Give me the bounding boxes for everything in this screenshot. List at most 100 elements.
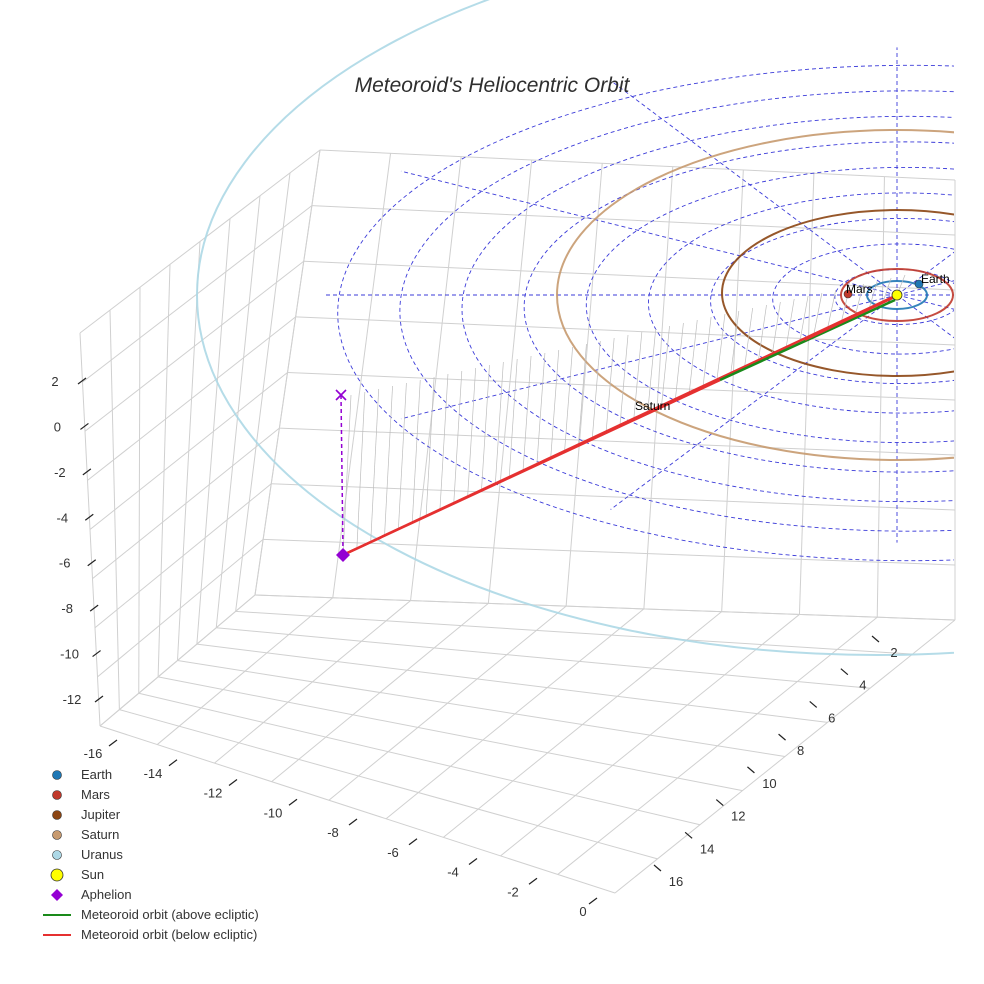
legend-symbol-icon xyxy=(38,905,76,925)
dropline xyxy=(702,316,712,387)
x-tick-label: 0 xyxy=(579,904,586,919)
legend-item-uranus: Uranus xyxy=(38,845,259,865)
z-tick-mark xyxy=(84,513,94,521)
orbit-mars xyxy=(840,268,954,322)
y-tick-mark xyxy=(653,864,662,872)
legend-symbol-icon xyxy=(38,925,76,945)
floor-grid-line-y xyxy=(614,619,956,894)
y-tick-label: 6 xyxy=(828,710,835,725)
planet-label-earth: Earth xyxy=(921,272,950,286)
ecliptic-grid-ring xyxy=(523,141,954,473)
dropline xyxy=(716,313,726,380)
floor-grid-line-x xyxy=(158,676,743,792)
meteoroid-orbit-above xyxy=(719,298,896,382)
ecliptic-grid-ring xyxy=(834,269,954,325)
legend: Earth Mars Jupiter Saturn Uranus Sun Aphelion M… xyxy=(38,765,259,945)
y-tick-label: 10 xyxy=(762,776,776,791)
legend-symbol-icon xyxy=(38,845,76,865)
floor-grid-line-y xyxy=(443,611,722,838)
ecliptic-grid-spoke xyxy=(400,294,898,420)
legend-item-earth: Earth xyxy=(38,765,259,785)
legend-label: Mars xyxy=(81,787,110,802)
dropline xyxy=(481,364,490,491)
ecliptic-grid-ring xyxy=(648,192,954,414)
legend-symbol-icon xyxy=(38,805,76,825)
z-tick-mark xyxy=(94,695,104,703)
left-wall-vertical xyxy=(109,310,120,710)
left-wall-vertical xyxy=(79,332,101,727)
dropline xyxy=(591,340,601,439)
legend-item-aphelion: Aphelion xyxy=(38,885,259,905)
dropline xyxy=(605,337,615,432)
legend-item-sun: Sun xyxy=(38,865,259,885)
meteoroid-orbit-below-outbound xyxy=(344,378,721,556)
meteoroid-orbit-below-near-sun xyxy=(804,297,894,341)
left-wall-vertical xyxy=(177,241,201,661)
y-tick-mark xyxy=(871,635,880,643)
ecliptic-grid-spoke xyxy=(896,251,954,296)
back-wall-horizontal xyxy=(271,483,956,511)
dropline xyxy=(744,307,753,367)
axis-ticks: -16 -14 -12 -10 -8 -6 -4 -2 0 2 4 6 8 10 12 14 16 2 0 -2 -4 -… xyxy=(51,374,897,919)
planet-label-saturn: Saturn xyxy=(635,399,670,413)
dropline xyxy=(495,361,504,484)
floor-grid-line-x xyxy=(99,725,616,894)
sun-marker xyxy=(891,289,903,301)
ecliptic-grid-ring xyxy=(710,218,954,384)
x-tick-mark xyxy=(348,818,358,826)
back-wall-horizontal xyxy=(295,316,956,346)
dropline xyxy=(384,385,393,536)
legend-label: Sun xyxy=(81,867,105,882)
dropline xyxy=(661,325,670,406)
legend-item-meteoroid-orbit-above-ecliptic: Meteoroid orbit (above ecliptic) xyxy=(38,905,259,925)
legend-item-jupiter: Jupiter xyxy=(38,805,259,825)
x-tick-label: -6 xyxy=(387,845,399,860)
z-tick-label: -12 xyxy=(63,692,82,707)
y-tick-mark xyxy=(809,700,818,708)
dropline xyxy=(398,382,407,530)
floor-grid-line-y xyxy=(500,614,800,857)
legend-symbol-icon xyxy=(38,885,76,905)
legend-item-mars: Mars xyxy=(38,785,259,805)
z-tick-mark xyxy=(77,377,87,385)
dropline xyxy=(508,358,518,478)
dropline xyxy=(813,292,823,335)
y-tick-mark xyxy=(715,799,724,807)
floor-grid-line-x xyxy=(235,610,913,655)
y-tick-label: 12 xyxy=(731,809,745,824)
orbit-saturn xyxy=(556,129,954,461)
dropline xyxy=(882,277,892,302)
x-tick-mark xyxy=(408,838,418,846)
y-tick-mark xyxy=(778,733,786,741)
z-tick-mark xyxy=(92,650,101,658)
z-tick-label: -4 xyxy=(57,510,69,525)
ecliptic-grid-spoke xyxy=(610,294,898,510)
ecliptic-grid-ring xyxy=(585,166,954,444)
z-tick-label: -8 xyxy=(61,601,73,616)
dropline xyxy=(799,295,809,341)
left-wall-vertical xyxy=(138,287,141,694)
back-wall-horizontal xyxy=(303,260,956,291)
ecliptic-grid-spoke xyxy=(896,294,954,310)
back-wall-horizontal xyxy=(319,149,956,181)
left-wall-vertical xyxy=(235,172,291,612)
aphelion-drop xyxy=(340,394,344,553)
dropline xyxy=(633,331,643,419)
x-tick-mark xyxy=(468,858,478,865)
dropline xyxy=(855,283,864,315)
aphelion-projection-marker xyxy=(335,389,347,401)
dropline xyxy=(453,370,463,504)
dropline xyxy=(370,388,380,543)
y-tick-label: 2 xyxy=(890,645,897,660)
ecliptic-grid-spoke xyxy=(896,294,954,339)
z-tick-label: -10 xyxy=(60,647,79,662)
dropline xyxy=(675,322,684,400)
floor-grid-line-y xyxy=(271,602,489,783)
left-wall-vertical xyxy=(157,264,171,677)
dropline xyxy=(536,352,546,465)
ecliptic-grid-ring xyxy=(461,115,954,503)
y-tick-mark xyxy=(684,831,693,839)
ecliptic-grid-ring xyxy=(399,90,954,532)
x-tick-label: -2 xyxy=(507,884,519,899)
